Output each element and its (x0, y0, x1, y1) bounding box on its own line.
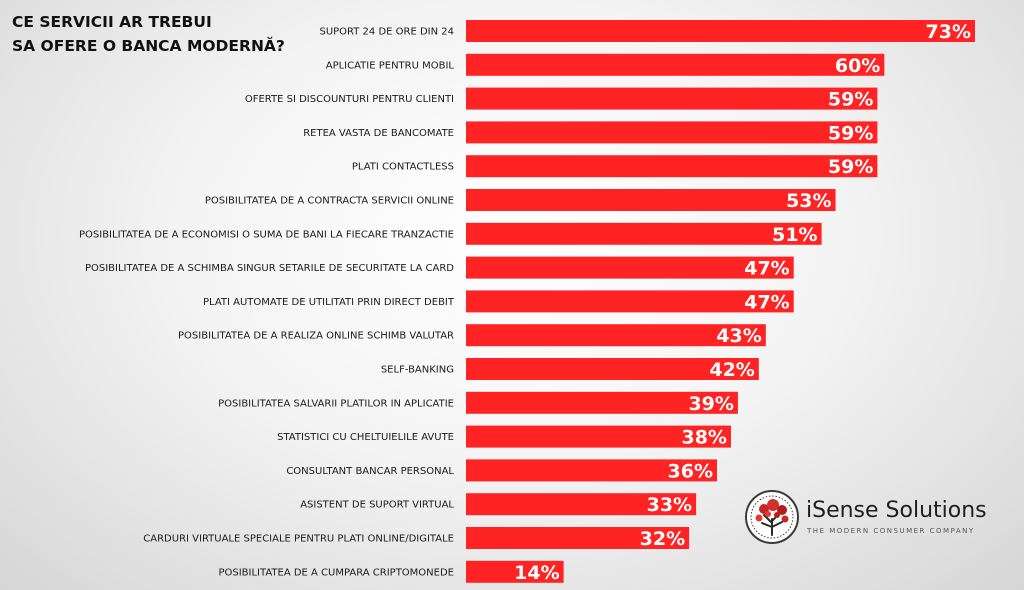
category-label: POSIBILITATEA DE A REALIZA ONLINE SCHIMB… (178, 331, 454, 342)
brand-tagline: THE MODERN CONSUMER COMPANY (807, 527, 975, 535)
category-label: CARDURI VIRTUALE SPECIALE PENTRU PLATI O… (143, 534, 454, 545)
category-label: SUPORT 24 DE ORE DIN 24 (319, 27, 454, 38)
category-label: PLATI AUTOMATE DE UTILITATI PRIN DIRECT … (203, 297, 455, 308)
category-label: POSIBILITATEA DE A SCHIMBA SINGUR SETARI… (85, 263, 454, 274)
bar (466, 87, 878, 110)
bar (466, 493, 697, 516)
category-label: STATISTICI CU CHELTUIELILE AVUTE (277, 432, 454, 443)
value-label: 43% (716, 325, 761, 347)
value-label: 42% (709, 359, 754, 381)
value-label: 60% (835, 55, 880, 77)
category-label: RETEA VASTA DE BANCOMATE (303, 128, 454, 139)
value-label: 51% (772, 224, 817, 246)
category-label: POSIBILITATEA DE A ECONOMISI O SUMA DE B… (79, 229, 454, 240)
bar (466, 20, 975, 42)
bar (466, 560, 564, 583)
category-label: POSIBILITATEA DE A CUMPARA CRIPTOMONEDE (218, 567, 454, 578)
value-label: 36% (668, 460, 713, 482)
bar (466, 459, 718, 482)
value-label: 47% (744, 258, 789, 280)
bar (466, 324, 766, 347)
bar (466, 53, 885, 76)
category-label: POSIBILITATEA DE A CONTRACTA SERVICII ON… (205, 196, 454, 207)
value-label: 14% (514, 562, 559, 584)
value-label: 38% (681, 427, 726, 449)
value-label: 73% (926, 21, 971, 43)
tree-logo-icon (745, 490, 799, 544)
value-label: 59% (828, 122, 873, 144)
bar (466, 222, 822, 245)
bar (466, 358, 759, 380)
value-label: 53% (786, 190, 831, 212)
value-label: 47% (744, 291, 789, 313)
chart-title-line-1: CE SERVICII AR TREBUI (12, 13, 212, 31)
chart-title-line-2: SA OFERE O BANCA MODERNĂ? (12, 37, 285, 55)
value-label: 59% (828, 156, 873, 178)
isense-logo: iSense Solutions THE MODERN CONSUMER COM… (744, 489, 1014, 553)
category-label: SELF-BANKING (381, 365, 454, 376)
bar (466, 290, 794, 313)
bar (466, 155, 878, 178)
category-label: CONSULTANT BANCAR PERSONAL (286, 466, 454, 477)
category-label: APLICATIE PENTRU MOBIL (326, 60, 455, 71)
bar (466, 391, 738, 414)
chart-title: CE SERVICII AR TREBUI SA OFERE O BANCA M… (12, 10, 285, 58)
bar (466, 121, 878, 144)
category-label: PLATI CONTACTLESS (352, 162, 454, 173)
category-label: POSIBILITATEA SALVARII PLATILOR IN APLIC… (218, 398, 454, 409)
category-label: OFERTE SI DISCOUNTURI PENTRU CLIENTI (245, 94, 454, 105)
bar (466, 527, 690, 549)
category-label: ASISTENT DE SUPORT VIRTUAL (300, 500, 454, 511)
bar (466, 256, 794, 279)
bar (466, 189, 836, 211)
value-label: 39% (688, 393, 733, 415)
value-label: 32% (640, 528, 685, 550)
value-label: 33% (647, 494, 692, 516)
value-label: 59% (828, 89, 873, 111)
bar (466, 425, 731, 448)
brand-name: iSense Solutions (806, 498, 987, 523)
